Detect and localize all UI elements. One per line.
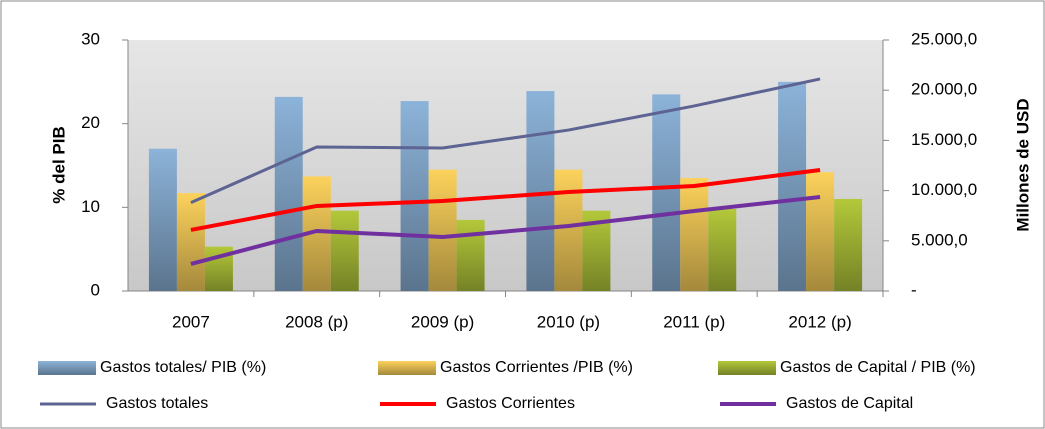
bar — [176, 193, 205, 291]
bar — [456, 219, 485, 291]
legend-swatch — [378, 361, 436, 375]
bar — [652, 94, 681, 291]
x-tick-label: 2008 (p) — [285, 312, 348, 331]
y-axis-title: % del PIB — [49, 126, 68, 203]
y2-tick-label: 5.000,0 — [911, 230, 968, 249]
bar — [330, 210, 359, 291]
x-tick-label: 2009 (p) — [411, 312, 474, 331]
legend-label: Gastos de Capital / PIB (%) — [780, 359, 976, 376]
bar — [148, 148, 177, 291]
legend-label: Gastos de Capital — [786, 395, 913, 412]
y2-tick-label: 20.000,0 — [911, 80, 977, 99]
legend-label: Gastos Corrientes — [446, 395, 575, 412]
line — [190, 195, 821, 266]
legend-label: Gastos totales — [106, 395, 208, 412]
legend-swatch — [38, 361, 96, 375]
y-tick-label: 20 — [81, 113, 100, 132]
bar — [708, 209, 737, 291]
y-tick-label: 10 — [81, 197, 100, 216]
legend-label: Gastos totales/ PIB (%) — [100, 359, 266, 376]
y2-axis-title: Millones de USD — [1013, 98, 1032, 231]
bar — [680, 178, 709, 291]
line — [190, 77, 821, 205]
y-tick-label: 30 — [81, 29, 100, 48]
x-tick-label: 2012 (p) — [788, 312, 851, 331]
x-tick-label: 2007 — [172, 312, 210, 331]
x-tick-label: 2011 (p) — [663, 312, 725, 331]
x-tick-label: 2010 (p) — [537, 312, 600, 331]
bar — [274, 96, 303, 291]
plot-area — [128, 40, 883, 291]
bar — [834, 198, 863, 291]
bar — [554, 169, 583, 291]
line — [190, 168, 821, 232]
bar — [400, 101, 429, 292]
y2-tick-label: 15.000,0 — [911, 130, 977, 149]
bar — [778, 81, 807, 291]
y-tick-label: 0 — [91, 280, 100, 299]
bar — [526, 91, 555, 291]
y2-tick-label: 10.000,0 — [911, 180, 977, 199]
bar — [806, 172, 835, 291]
legend-label: Gastos Corrientes /PIB (%) — [440, 359, 633, 376]
y2-tick-label: 25.000,0 — [911, 29, 977, 48]
bar — [428, 169, 457, 291]
legend-swatch — [718, 361, 776, 375]
y2-tick-label: - — [911, 280, 917, 299]
